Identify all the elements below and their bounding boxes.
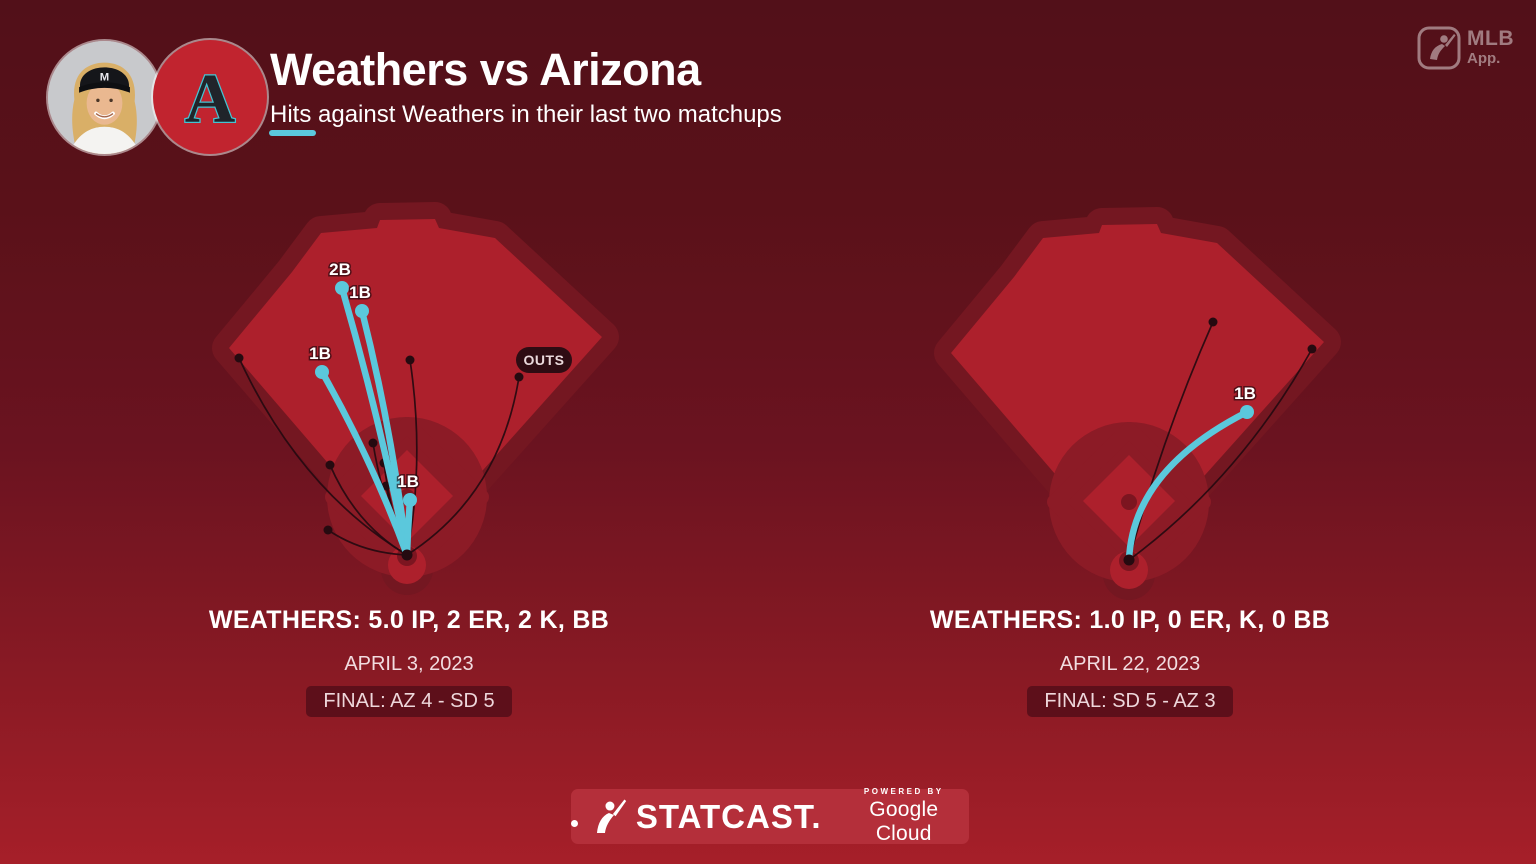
out-marker — [234, 353, 244, 363]
hit-trajectory — [403, 496, 414, 559]
matchup-2-stat-line: WEATHERS: 1.0 IP, 0 ER, K, 0 BB — [929, 606, 1331, 634]
matchup-1-caption: WEATHERS: 5.0 IP, 2 ER, 2 K, BB APRIL 3,… — [179, 606, 639, 717]
hit-result-label: 1B — [1234, 384, 1256, 403]
page-title: Weathers vs Arizona — [270, 44, 701, 95]
diamondbacks-logo: A — [153, 40, 267, 154]
outs-badge: OUTS — [516, 347, 572, 373]
out-trajectory — [1128, 348, 1313, 561]
hit-marker — [403, 493, 417, 507]
matchup-2-caption: WEATHERS: 1.0 IP, 0 ER, K, 0 BB APRIL 22… — [900, 606, 1360, 717]
spray-chart-left-marks: 2B 1B 1B 1B — [234, 259, 524, 561]
hit-marker — [315, 365, 329, 379]
google-cloud-branding: POWERED BY Google Cloud — [839, 787, 970, 846]
player-avatar: M — [48, 41, 161, 154]
hit-result-label: 1B — [349, 283, 371, 302]
out-trajectory — [406, 376, 520, 556]
hit-marker — [335, 281, 349, 295]
player-portrait-illustration: M — [48, 41, 161, 154]
out-trajectory — [329, 464, 408, 556]
out-marker — [1307, 344, 1317, 354]
spray-chart-right-marks: 1B — [1123, 317, 1317, 566]
home-plate-marker — [1123, 554, 1135, 566]
out-marker — [405, 355, 415, 365]
matchup-2-final-score: FINAL: SD 5 - AZ 3 — [1027, 686, 1233, 717]
powered-by-label: POWERED BY — [863, 787, 944, 796]
out-marker — [323, 525, 333, 535]
hit-marker — [355, 304, 369, 318]
out-marker — [381, 481, 391, 491]
matchup-1-stat-line: WEATHERS: 5.0 IP, 2 ER, 2 K, BB — [208, 606, 610, 634]
out-trajectory — [327, 529, 408, 556]
hit-result-label: 2B — [329, 260, 351, 279]
hit-marker — [1240, 405, 1254, 419]
hit-result-label: 1B — [309, 344, 331, 363]
hit-trajectory — [318, 368, 411, 559]
out-marker — [1208, 317, 1218, 327]
diamondbacks-a-mark: A — [183, 60, 237, 140]
out-marker — [368, 438, 378, 448]
matchup-2-date: APRIL 22, 2023 — [1059, 653, 1201, 675]
subtitle-accent-underline — [269, 130, 316, 136]
matchup-1-date: APRIL 3, 2023 — [344, 653, 474, 675]
google-cloud-label: Google Cloud — [869, 798, 939, 845]
out-marker — [514, 372, 524, 382]
mlb-app-branding: MLB App. — [1417, 26, 1514, 70]
out-trajectory — [238, 357, 408, 556]
dbacks-letter: A — [185, 61, 236, 138]
svg-text:M: M — [100, 72, 109, 84]
mlb-app-icon — [1417, 26, 1461, 70]
spray-chart-right-field — [951, 224, 1324, 600]
statcast-wordmark: STATCAST. — [635, 797, 822, 835]
mlb-app-sublabel: App. — [1467, 50, 1501, 67]
statcast-dot — [571, 820, 578, 827]
hit-result-label: 1B — [397, 472, 419, 491]
mlb-batter-icon — [596, 799, 627, 833]
out-marker — [325, 460, 335, 470]
statcast-banner: STATCAST. POWERED BY Google Cloud — [571, 787, 970, 846]
hit-trajectory — [1125, 408, 1251, 564]
out-trajectory — [1128, 321, 1214, 561]
page-subtitle: Hits against Weathers in their last two … — [270, 101, 782, 128]
hit-trajectory — [358, 307, 411, 559]
mlb-app-label: MLB — [1467, 27, 1514, 50]
matchup-1-final-score: FINAL: AZ 4 - SD 5 — [306, 686, 512, 717]
home-plate-marker — [401, 549, 413, 561]
